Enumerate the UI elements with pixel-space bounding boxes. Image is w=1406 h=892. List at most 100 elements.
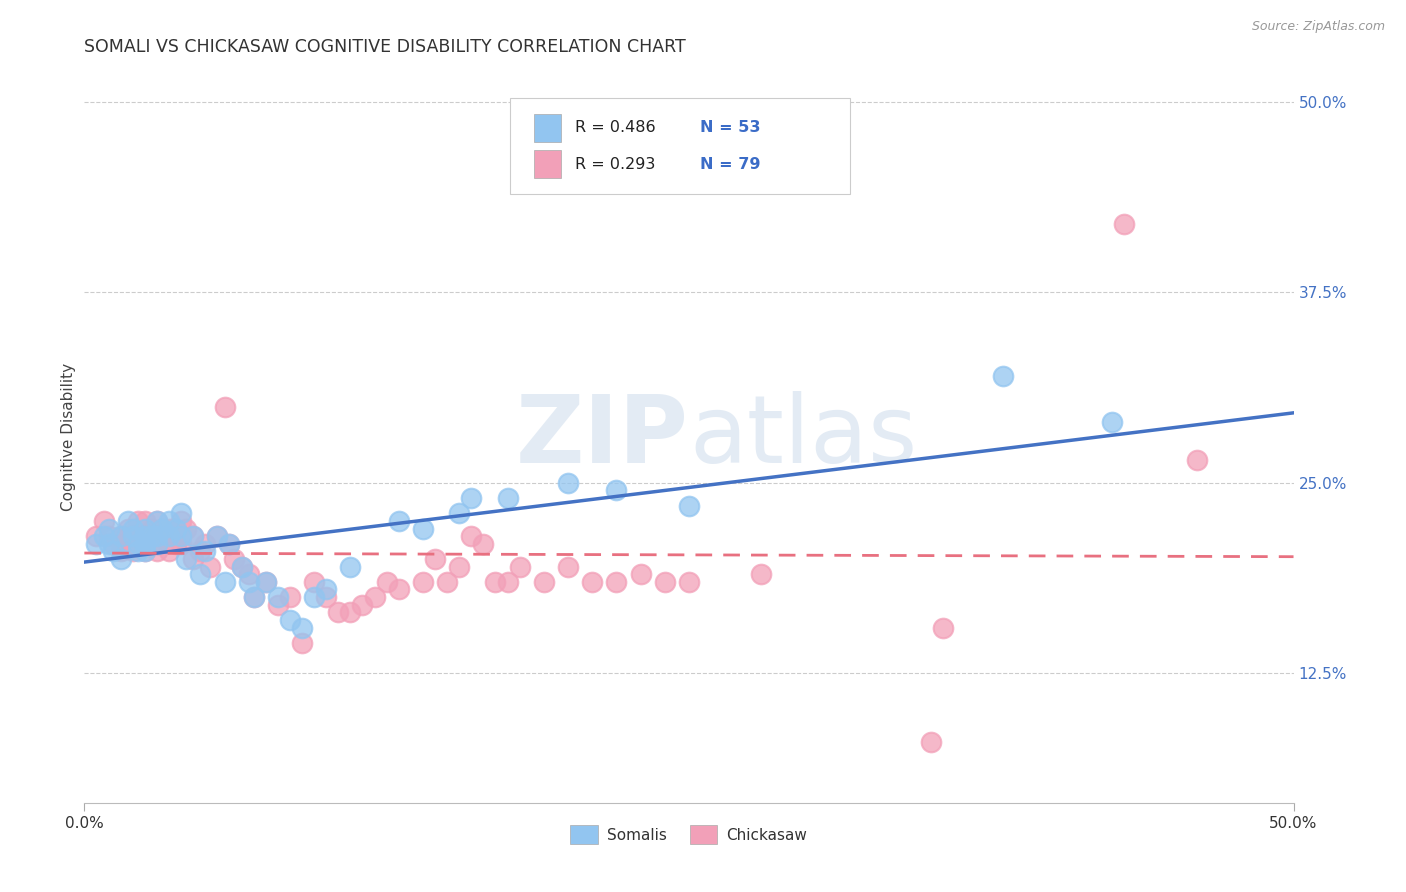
Point [134,521,156,535]
Point [436,574,458,589]
Point [423,552,446,566]
Point [328,605,350,619]
Point [150,529,173,543]
Point [170,529,193,543]
Point [97,521,120,535]
Point [207,529,229,543]
Point [449,506,471,520]
Point [388,582,411,597]
Point [127,537,149,551]
Point [678,499,700,513]
Point [238,567,260,582]
Point [302,574,325,589]
Text: atlas: atlas [689,391,917,483]
Point [194,537,217,551]
Point [141,529,163,543]
Text: N = 79: N = 79 [700,157,761,172]
Point [103,537,125,551]
Point [170,514,193,528]
Point [654,574,676,589]
Point [194,544,217,558]
Point [146,544,169,558]
Point [86,529,108,543]
Point [291,636,314,650]
Point [460,491,482,505]
Point [581,574,603,589]
Text: N = 53: N = 53 [700,120,761,136]
Point [134,544,156,558]
Text: SOMALI VS CHICKASAW COGNITIVE DISABILITY CORRELATION CHART: SOMALI VS CHICKASAW COGNITIVE DISABILITY… [84,38,686,56]
Point [141,521,163,535]
Point [134,544,156,558]
Point [127,537,149,551]
Point [751,567,773,582]
Point [993,369,1015,384]
Point [117,521,139,535]
Point [557,475,579,490]
Point [678,574,700,589]
Text: R = 0.293: R = 0.293 [575,157,655,172]
Point [110,544,132,558]
Point [496,491,519,505]
Point [267,590,290,604]
Point [110,552,132,566]
Point [170,506,193,520]
Point [242,590,264,604]
Point [157,529,180,543]
Point [198,559,221,574]
Point [218,537,240,551]
Point [157,521,180,535]
Legend: Somalis, Chickasaw: Somalis, Chickasaw [564,819,814,850]
Point [932,621,955,635]
Point [103,544,125,558]
Point [291,621,314,635]
Point [97,537,120,551]
Point [110,529,132,543]
Point [170,529,193,543]
Point [1114,217,1136,231]
Point [157,544,180,558]
Point [302,590,325,604]
Point [121,529,143,543]
Point [165,521,187,535]
Point [146,537,169,551]
Point [509,559,531,574]
Point [181,552,204,566]
Point [412,574,434,589]
Point [231,559,253,574]
Point [150,521,173,535]
Point [146,529,169,543]
Point [170,537,193,551]
FancyBboxPatch shape [534,151,561,178]
Text: ZIP: ZIP [516,391,689,483]
Point [127,544,149,558]
Point [533,574,555,589]
Point [93,529,115,543]
Point [146,514,169,528]
Point [207,529,229,543]
Point [174,552,197,566]
Point [127,529,149,543]
Point [97,529,120,543]
Point [146,529,169,543]
Point [157,514,180,528]
Point [165,537,187,551]
Point [278,590,301,604]
Point [190,544,212,558]
Point [412,521,434,535]
Point [231,559,253,574]
Point [315,582,337,597]
FancyBboxPatch shape [510,98,849,194]
Point [134,529,156,543]
Point [557,559,579,574]
Point [174,521,197,535]
Point [134,529,156,543]
Point [117,514,139,528]
Point [278,613,301,627]
Point [605,574,627,589]
Text: R = 0.486: R = 0.486 [575,120,657,136]
Point [630,567,652,582]
Point [134,537,156,551]
Point [134,537,156,551]
Point [121,544,143,558]
